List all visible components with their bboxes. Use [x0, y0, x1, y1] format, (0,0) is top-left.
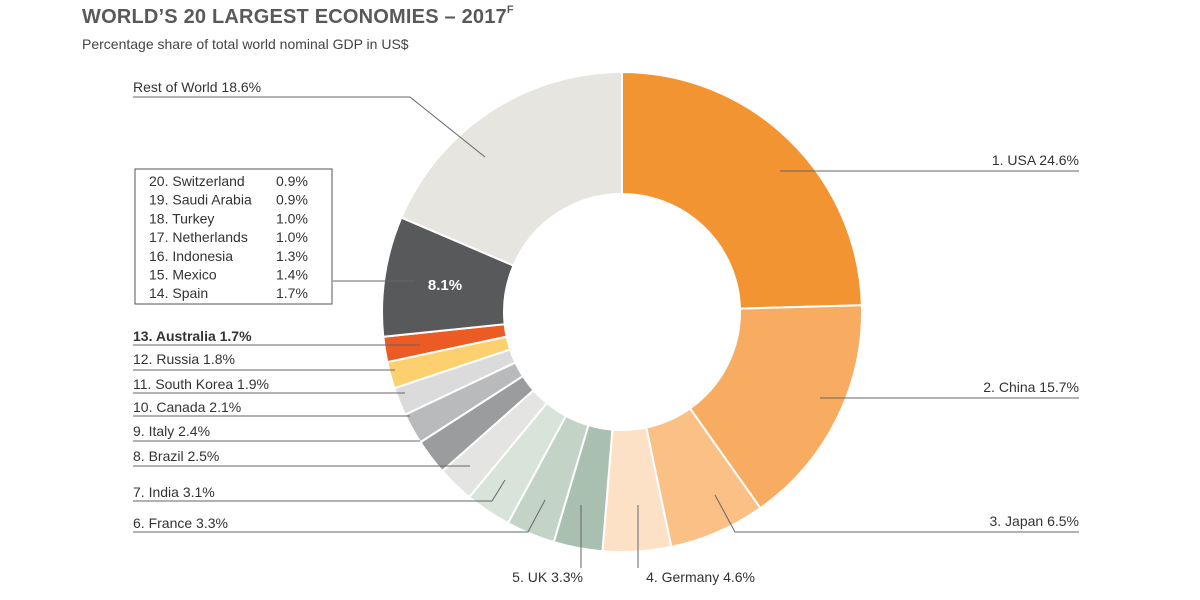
- breakdown-value-16-indonesia: 1.3%: [276, 248, 308, 264]
- breakdown-label-15-mexico: 15. Mexico: [149, 267, 217, 283]
- slice-label-11-south-korea: 11. South Korea 1.9%: [133, 376, 269, 392]
- slice-2-china: [688, 304, 863, 510]
- leader-7-india: [133, 479, 506, 502]
- breakdown-value-18-turkey: 1.0%: [276, 210, 308, 226]
- grouped-breakdown-box: 20. Switzerland 0.9% 19. Saudi Arabia 0.9% 1…: [134, 168, 333, 305]
- chart-subtitle: Percentage share of total world nominal …: [82, 36, 409, 52]
- breakdown-value-17-netherlands: 1.0%: [276, 229, 308, 245]
- breakdown-box-frame: [134, 168, 333, 305]
- breakdown-label-18-turkey: 18. Turkey: [149, 210, 214, 226]
- slice-label-7-india: 7. India 3.1%: [133, 484, 215, 500]
- breakdown-value-14-spain: 1.7%: [276, 285, 308, 301]
- breakdown-value-19-saudi-arabia: 0.9%: [276, 192, 308, 208]
- leader-6-france: [133, 499, 546, 533]
- slice-1-usa: [621, 70, 863, 310]
- breakdown-label-14-spain: 14. Spain: [149, 285, 208, 301]
- slice-label-9-italy: 9. Italy 2.4%: [133, 423, 210, 439]
- slice-value-14-20-combined: 8.1%: [428, 277, 462, 294]
- slice-label-6-france: 6. France 3.3%: [133, 515, 228, 531]
- breakdown-value-20-switzerland: 0.9%: [276, 173, 308, 189]
- breakdown-label-16-indonesia: 16. Indonesia: [149, 248, 233, 264]
- slice-label-5-uk: 5. UK 3.3%: [512, 569, 583, 585]
- slice-label-8-brazil: 8. Brazil 2.5%: [133, 448, 219, 464]
- slice-label-13-australia: 13. Australia 1.7%: [133, 328, 252, 344]
- slice-rest-of-world: [400, 70, 623, 267]
- leader-rest-of-world: [133, 96, 486, 158]
- breakdown-label-19-saudi-arabia: 19. Saudi Arabia: [149, 192, 252, 208]
- chart-title: WORLD’S 20 LARGEST ECONOMIES – 2017F: [82, 4, 514, 28]
- leader-lines: [133, 96, 1079, 568]
- slice-label-3-japan: 3. Japan 6.5%: [989, 513, 1079, 529]
- breakdown-value-15-mexico: 1.4%: [276, 267, 308, 283]
- slice-labels: 1. USA 24.6% 2. China 15.7% 3. Japan 6.5% 4…: [133, 79, 1079, 585]
- leader-3-japan: [714, 494, 1079, 533]
- slice-label-4-germany: 4. Germany 4.6%: [646, 569, 755, 585]
- slice-label-2-china: 2. China 15.7%: [983, 379, 1079, 395]
- slice-label-10-canada: 10. Canada 2.1%: [133, 399, 241, 415]
- breakdown-label-17-netherlands: 17. Netherlands: [149, 229, 248, 245]
- donut-slices: [381, 70, 863, 553]
- slice-label-rest-of-world: Rest of World 18.6%: [133, 79, 261, 95]
- slice-label-12-russia: 12. Russia 1.8%: [133, 351, 235, 367]
- title-superscript: F: [506, 4, 514, 17]
- slice-label-1-usa: 1. USA 24.6%: [992, 152, 1079, 168]
- breakdown-label-20-switzerland: 20. Switzerland: [149, 173, 245, 189]
